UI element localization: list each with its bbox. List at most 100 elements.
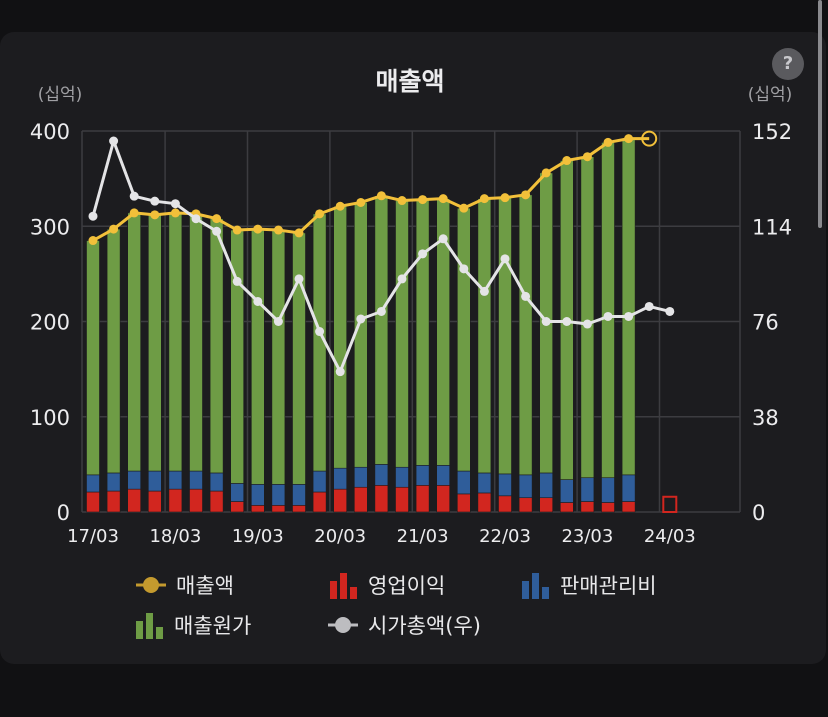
- bar-segment: [539, 497, 554, 513]
- bar-segment: [189, 213, 203, 472]
- data-point: [88, 236, 98, 246]
- bar-segment: [168, 470, 183, 490]
- bar-segment: [209, 472, 224, 492]
- bar-segment: [621, 501, 636, 513]
- bar-segment: [580, 477, 595, 502]
- help-button[interactable]: ?: [772, 48, 804, 80]
- bar-segment: [271, 484, 286, 506]
- y-left-tick-label: 200: [30, 311, 70, 335]
- data-point: [129, 208, 139, 218]
- bar-segment: [353, 202, 368, 468]
- bar-segment: [292, 505, 306, 513]
- bar-segment: [106, 472, 121, 492]
- data-point: [521, 291, 531, 301]
- bar-segment: [209, 218, 224, 474]
- bar-segment: [662, 495, 678, 514]
- bar-segment: [580, 156, 595, 479]
- bar-segment: [251, 505, 265, 513]
- bar-segment: [498, 495, 512, 513]
- data-point: [418, 249, 428, 259]
- legend-item-operating-profit[interactable]: 영업이익: [330, 570, 445, 600]
- data-point: [109, 136, 119, 146]
- y-right-tick-label: 76: [752, 311, 779, 335]
- y-left-tick-label: 0: [57, 501, 70, 525]
- bar-segment: [601, 142, 615, 479]
- bar-segment: [189, 470, 203, 490]
- data-point: [315, 209, 325, 219]
- series-line: [92, 137, 650, 242]
- bar-segment: [580, 501, 595, 513]
- lines: [88, 130, 675, 377]
- legend-item-market-cap[interactable]: 시가총액(우): [328, 610, 481, 640]
- data-point: [603, 311, 613, 321]
- y-right-tick-label: 152: [752, 120, 792, 144]
- bar-segment: [86, 491, 100, 513]
- data-point: [582, 319, 592, 329]
- bar-segment: [415, 199, 430, 466]
- x-tick-label: 22/03: [479, 526, 531, 547]
- legend-label: 시가총액(우): [368, 614, 481, 638]
- bar-segment: [251, 228, 265, 485]
- bar-segment: [518, 474, 533, 499]
- y-right-tick-label: 38: [752, 406, 779, 430]
- bar-segment: [86, 240, 100, 476]
- bar-chart-icon: [330, 573, 357, 599]
- x-tick-label: 19/03: [232, 526, 284, 547]
- bar-segment: [271, 505, 286, 513]
- data-point: [232, 276, 242, 286]
- bar-segment: [353, 466, 368, 488]
- data-point: [603, 137, 613, 147]
- bar-segment: [374, 464, 389, 486]
- data-point: [294, 274, 304, 284]
- bar-segment: [127, 488, 141, 513]
- bar-segment: [148, 470, 162, 492]
- data-point: [335, 367, 345, 377]
- data-point: [356, 197, 366, 207]
- x-tick-label: 24/03: [644, 526, 696, 547]
- data-point: [541, 317, 551, 326]
- bar-segment: [189, 488, 203, 513]
- scrollbar[interactable]: [818, 0, 822, 228]
- legend-item-revenue[interactable]: 매출액: [136, 570, 234, 600]
- bar-segment: [415, 485, 430, 513]
- y-right-tick-label: 0: [752, 501, 765, 525]
- line-marker-icon: [328, 617, 358, 633]
- bar-chart-icon: [136, 613, 163, 639]
- data-point: [500, 254, 510, 264]
- data-point: [376, 306, 386, 316]
- x-axis: 17/03 18/03 19/03 20/03 21/03 22/03 23/03 24/03: [67, 526, 696, 547]
- data-point: [212, 226, 222, 236]
- bar-segment: [436, 485, 451, 513]
- bar-segment: [312, 491, 327, 513]
- bar-segment: [168, 488, 183, 513]
- y-right-unit: (십억): [748, 85, 793, 105]
- x-tick-label: 21/03: [397, 526, 449, 547]
- bar-segment: [333, 467, 348, 490]
- legend-item-cogs[interactable]: 매출원가: [136, 610, 251, 640]
- bar-segment: [127, 470, 141, 490]
- data-point: [315, 327, 325, 337]
- bar-segment: [559, 479, 574, 503]
- bar-segment: [106, 490, 121, 513]
- y-left-tick-label: 300: [30, 215, 70, 239]
- bar-segment: [498, 473, 512, 497]
- bar-segment: [209, 490, 224, 513]
- bar-segment: [518, 497, 533, 513]
- bar-segment: [168, 212, 183, 472]
- legend-label: 영업이익: [368, 574, 446, 598]
- data-point: [624, 311, 634, 321]
- data-point: [397, 274, 407, 284]
- x-tick-label: 17/03: [67, 526, 119, 547]
- data-point: [191, 214, 201, 224]
- data-point: [641, 130, 658, 147]
- bar-segment: [106, 228, 121, 474]
- legend-item-sga[interactable]: 판매관리비: [522, 570, 657, 600]
- legend-label: 매출원가: [174, 614, 252, 638]
- legend-label: 판매관리비: [560, 574, 657, 598]
- bar-segment: [456, 493, 471, 513]
- data-point: [294, 228, 304, 238]
- data-point: [541, 168, 551, 178]
- data-point: [376, 191, 386, 201]
- bar-segment: [621, 138, 636, 476]
